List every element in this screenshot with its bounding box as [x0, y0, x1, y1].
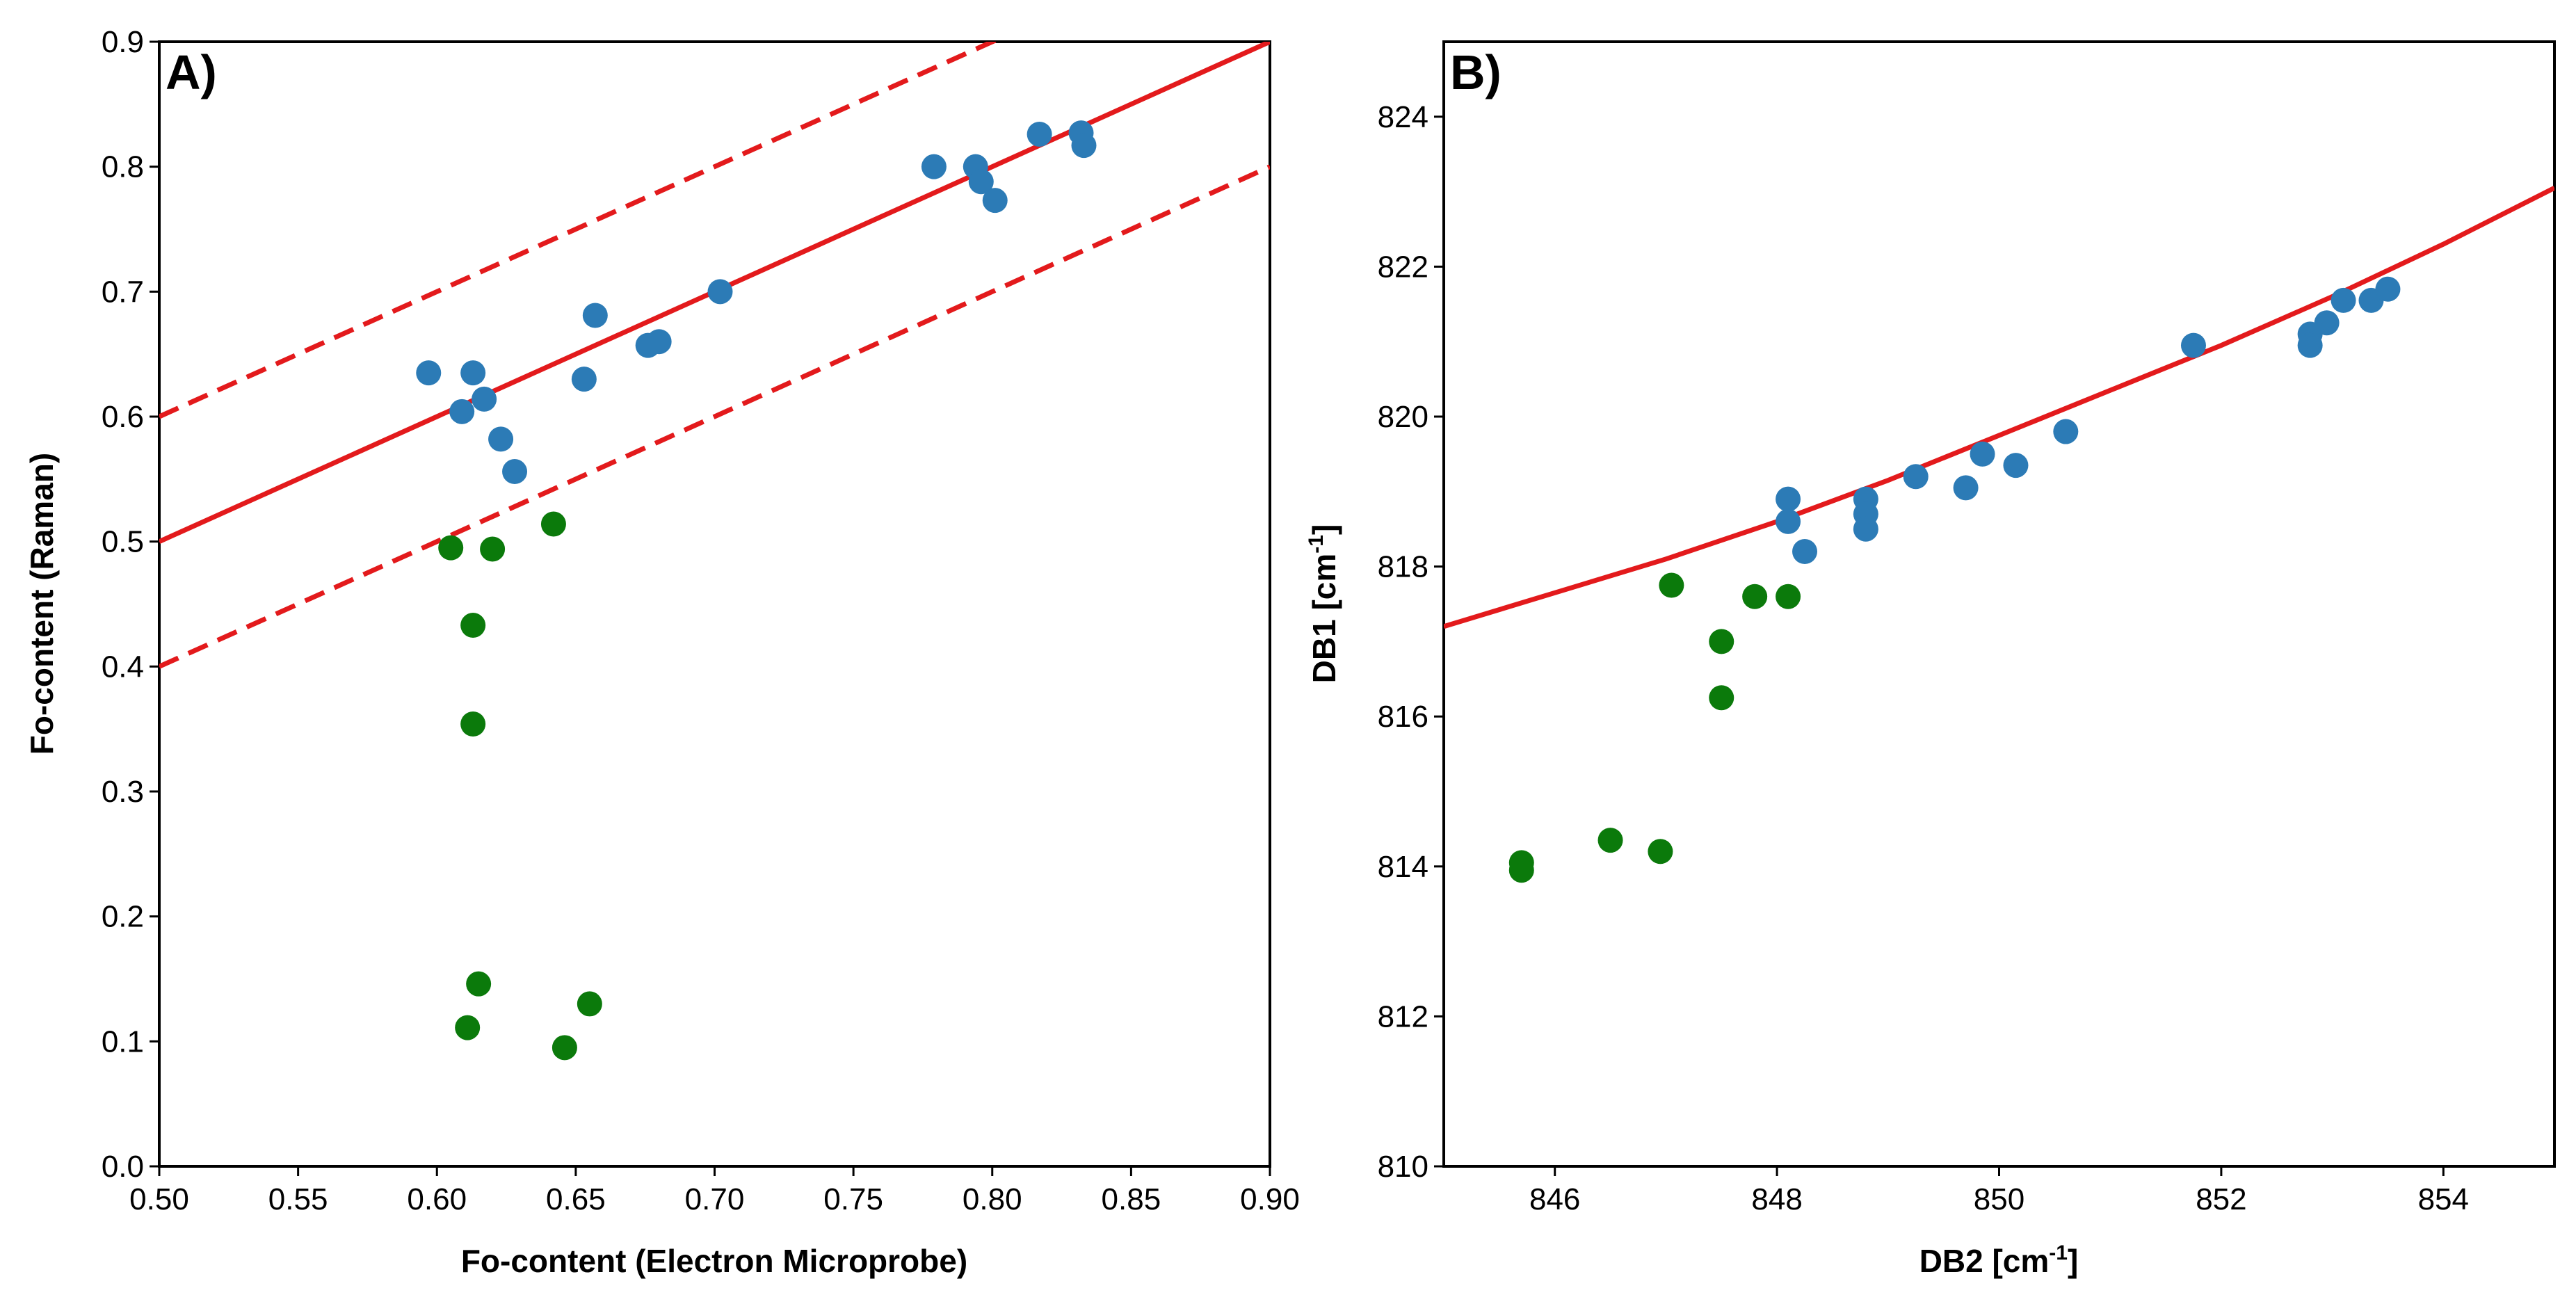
- panel-a-points: [416, 120, 1097, 1061]
- blue-data-point: [472, 386, 497, 412]
- dashed-bound-line: [159, 164, 1270, 669]
- x-tick-label: 852: [2196, 1182, 2246, 1216]
- blue-data-point: [1853, 516, 1878, 542]
- blue-data-point: [449, 399, 475, 424]
- green-data-point: [438, 535, 464, 561]
- blue-data-point: [582, 303, 608, 328]
- blue-data-point: [416, 360, 442, 386]
- green-data-point: [1648, 839, 1673, 864]
- panel-b-x-axis-label: DB2 [cm-1]: [1919, 1241, 2079, 1279]
- x-tick-label: 0.70: [685, 1182, 745, 1216]
- panel-a-reference-lines: [159, 42, 1270, 669]
- y-tick-label: 0.1: [102, 1024, 144, 1059]
- y-tick-label: 822: [1378, 250, 1428, 284]
- panel-b-y-axis-label: DB1 [cm-1]: [1305, 524, 1342, 684]
- y-tick-label: 0.6: [102, 400, 144, 434]
- blue-data-point: [502, 459, 528, 485]
- x-tick-label: 848: [1751, 1182, 1802, 1216]
- x-tick-label: 0.65: [546, 1182, 606, 1216]
- blue-data-point: [571, 367, 597, 392]
- y-tick-label: 0.9: [102, 25, 144, 59]
- green-data-point: [460, 613, 486, 638]
- x-tick-label: 854: [2418, 1182, 2469, 1216]
- blue-data-point: [2297, 332, 2323, 358]
- panel-b-points: [1508, 276, 2401, 883]
- blue-data-point: [1953, 475, 1979, 501]
- x-tick-label: 0.55: [268, 1182, 328, 1216]
- green-data-point: [1709, 629, 1734, 654]
- green-data-point: [1659, 572, 1684, 598]
- blue-data-point: [2314, 310, 2340, 336]
- panel-a-ticks: 0.50 0.55 0.60 0.65 0.70 0.75 0.80 0.85 0.90 0.0 0…: [102, 25, 1300, 1216]
- blue-data-point: [921, 154, 947, 179]
- x-tick-label: 0.90: [1240, 1182, 1300, 1216]
- blue-data-point: [460, 360, 486, 386]
- y-tick-label: 812: [1378, 999, 1428, 1033]
- panel-a-label: A): [166, 45, 217, 99]
- x-tick-label: 846: [1529, 1182, 1580, 1216]
- y-tick-label: 810: [1378, 1150, 1428, 1184]
- green-data-point: [1709, 685, 1734, 711]
- y-tick-label: 0.5: [102, 525, 144, 559]
- panel-b-label: B): [1450, 45, 1502, 99]
- green-data-point: [1776, 584, 1801, 609]
- x-tick-label: 0.80: [963, 1182, 1022, 1216]
- green-data-point: [1597, 828, 1623, 853]
- panel-b: 846 848 850 852 854810812814816818820822824 …: [1305, 40, 2556, 1279]
- x-tick-label: 0.85: [1102, 1182, 1161, 1216]
- blue-data-point: [646, 329, 672, 355]
- x-tick-label: 0.60: [407, 1182, 467, 1216]
- blue-data-point: [1776, 508, 1801, 534]
- panel-b-fit-curve: [1444, 186, 2554, 629]
- panel-a-x-axis-label: Fo-content (Electron Microprobe): [461, 1243, 967, 1279]
- y-tick-label: 0.3: [102, 775, 144, 809]
- y-tick-label: 0.4: [102, 650, 144, 684]
- panel-a: 0.50 0.55 0.60 0.65 0.70 0.75 0.80 0.85 0.90 0.0 0…: [24, 25, 1300, 1279]
- panel-a-y-axis-label: Fo-content (Raman): [24, 453, 60, 755]
- y-tick-label: 820: [1378, 400, 1428, 434]
- blue-data-point: [488, 426, 514, 452]
- blue-data-point: [1792, 539, 1818, 565]
- blue-data-point: [1776, 486, 1801, 512]
- green-data-point: [552, 1035, 577, 1061]
- y-tick-label: 0.2: [102, 900, 144, 934]
- green-data-point: [577, 991, 602, 1017]
- blue-data-point: [1071, 133, 1097, 159]
- blue-data-point: [2053, 419, 2079, 444]
- x-tick-label: 0.75: [823, 1182, 883, 1216]
- blue-data-point: [707, 279, 733, 305]
- blue-data-point: [2180, 332, 2206, 358]
- panel-b-ticks: 846 848 850 852 854 810 812 814 816 818 820 822 824: [1378, 100, 2469, 1216]
- green-data-point: [466, 971, 492, 997]
- green-data-point: [480, 536, 506, 562]
- y-tick-label: 0.8: [102, 150, 144, 184]
- blue-data-point: [2331, 287, 2356, 313]
- panel-a-frame: [158, 40, 1271, 1168]
- y-tick-label: 0.7: [102, 275, 144, 309]
- y-tick-label: 818: [1378, 550, 1428, 584]
- x-tick-label: 0.50: [129, 1182, 189, 1216]
- green-data-point: [1508, 858, 1534, 883]
- blue-data-point: [2003, 453, 2029, 478]
- green-data-point: [460, 711, 486, 737]
- dashed-bound-line: [159, 42, 999, 419]
- y-tick-label: 814: [1378, 850, 1428, 884]
- blue-data-point: [2375, 276, 2401, 302]
- green-data-point: [1742, 584, 1768, 609]
- x-tick-label: 850: [1974, 1182, 2024, 1216]
- blue-data-point: [1903, 464, 1929, 490]
- y-tick-label: 824: [1378, 100, 1428, 134]
- blue-data-point: [1970, 441, 1995, 467]
- green-data-point: [455, 1015, 481, 1040]
- fit-curve: [1444, 186, 2554, 629]
- blue-data-point: [982, 188, 1008, 214]
- panel-b-frame: [1442, 40, 2556, 1168]
- y-tick-label: 0.0: [102, 1150, 144, 1184]
- y-tick-label: 816: [1378, 700, 1428, 734]
- green-data-point: [540, 511, 566, 537]
- blue-data-point: [968, 169, 994, 195]
- blue-data-point: [1027, 121, 1052, 147]
